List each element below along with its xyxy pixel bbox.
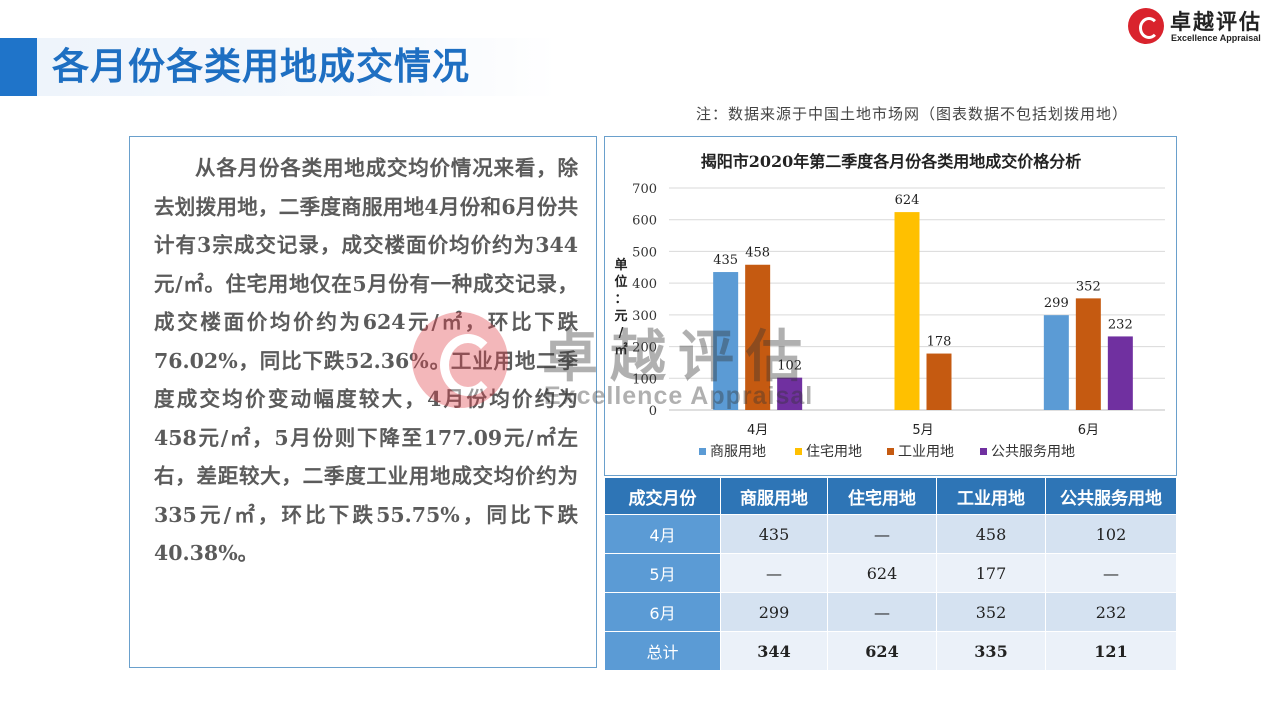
table-cell: 352 <box>936 592 1046 632</box>
title-accent-bar <box>0 38 37 96</box>
bar <box>1107 336 1133 410</box>
company-logo: 卓越评估 Excellence Appraisal <box>1128 6 1278 46</box>
table-row-label: 6月 <box>604 592 721 632</box>
bar <box>926 353 952 410</box>
y-tick-label: 500 <box>632 245 657 260</box>
y-axis-label: ： <box>614 292 627 307</box>
data-label: 232 <box>1108 317 1133 332</box>
chart-title: 揭阳市2020年第二季度各月份各类用地成交价格分析 <box>701 152 1082 171</box>
title-background <box>37 38 557 96</box>
legend-label: 住宅用地 <box>806 444 862 460</box>
legend-label: 商服用地 <box>710 444 766 460</box>
y-tick-label: 200 <box>632 341 657 356</box>
data-label: 352 <box>1076 279 1101 294</box>
data-label: 624 <box>895 193 920 208</box>
table-cell: 102 <box>1045 514 1177 554</box>
table-cell: 299 <box>720 592 828 632</box>
table-cell: — <box>827 592 937 632</box>
data-label: 299 <box>1044 296 1069 311</box>
y-tick-label: 0 <box>649 404 657 419</box>
table-cell: 335 <box>936 631 1046 671</box>
table-header-cell: 成交月份 <box>604 477 721 515</box>
table-cell: 435 <box>720 514 828 554</box>
x-tick-label: 6月 <box>1078 423 1099 438</box>
x-tick-label: 5月 <box>912 423 933 438</box>
chart-svg: 揭阳市2020年第二季度各月份各类用地成交价格分析 0 100 200 300 400 50… <box>614 152 1165 460</box>
bar <box>745 264 771 410</box>
table-row: 4月 435 — 458 102 <box>604 514 1177 554</box>
y-tick-label: 700 <box>632 182 657 197</box>
bar <box>894 212 920 410</box>
table-row-label: 5月 <box>604 553 721 593</box>
y-tick-label: 400 <box>632 277 657 292</box>
table-cell: — <box>1045 553 1177 593</box>
y-tick-label: 600 <box>632 214 657 229</box>
table-header-cell: 工业用地 <box>936 477 1046 515</box>
table-cell: 121 <box>1045 631 1177 671</box>
data-label: 435 <box>713 253 738 268</box>
x-tick-label: 4月 <box>747 423 768 438</box>
table-row-label: 4月 <box>604 514 721 554</box>
y-axis-label: 元 <box>614 309 627 324</box>
table-cell: 624 <box>827 631 937 671</box>
table-cell: 624 <box>827 553 937 593</box>
legend-swatch <box>795 448 802 455</box>
y-axis-label: / <box>619 326 624 341</box>
y-axis-label: ㎡ <box>614 342 627 358</box>
data-label: 178 <box>927 335 952 350</box>
y-tick-label: 300 <box>632 309 657 324</box>
legend-label: 公共服务用地 <box>991 444 1075 460</box>
table-total-row: 总计 344 624 335 121 <box>604 631 1177 671</box>
table-header-row: 成交月份 商服用地 住宅用地 工业用地 公共服务用地 <box>604 477 1177 515</box>
table-cell: 458 <box>936 514 1046 554</box>
price-chart: 揭阳市2020年第二季度各月份各类用地成交价格分析 0 100 200 300 400 50… <box>604 136 1177 476</box>
table-header-cell: 住宅用地 <box>827 477 937 515</box>
table-row: 6月 299 — 352 232 <box>604 592 1177 632</box>
table-cell: 177 <box>936 553 1046 593</box>
logo-text-en: Excellence Appraisal <box>1171 33 1261 43</box>
table-header-cell: 商服用地 <box>720 477 828 515</box>
table-header-cell: 公共服务用地 <box>1045 477 1177 515</box>
logo-text-cn: 卓越评估 <box>1170 10 1262 34</box>
table-row: 5月 — 624 177 — <box>604 553 1177 593</box>
legend-swatch <box>980 448 987 455</box>
logo-mark-icon <box>1128 8 1164 44</box>
legend-swatch <box>699 448 706 455</box>
price-table: 成交月份 商服用地 住宅用地 工业用地 公共服务用地 4月 435 — 458 … <box>604 477 1177 671</box>
legend-label: 工业用地 <box>898 444 954 460</box>
bar <box>713 272 739 410</box>
analysis-text-box: 从各月份各类用地成交均价情况来看，除去划拨用地，二季度商服用地4月份和6月份共计… <box>129 136 597 668</box>
y-tick-label: 100 <box>632 372 657 387</box>
table-cell: — <box>827 514 937 554</box>
analysis-paragraph: 从各月份各类用地成交均价情况来看，除去划拨用地，二季度商服用地4月份和6月份共计… <box>154 156 578 565</box>
table-cell: — <box>720 553 828 593</box>
table-cell: 344 <box>720 631 828 671</box>
y-axis-label: 单 <box>614 257 627 273</box>
source-note: 注：数据来源于中国土地市场网（图表数据不包括划拨用地） <box>696 105 1129 123</box>
table-row-label: 总计 <box>604 631 721 671</box>
bar <box>777 377 803 410</box>
data-label: 458 <box>745 246 770 261</box>
y-axis-label: 位 <box>614 274 627 290</box>
bar <box>1043 315 1069 410</box>
table-cell: 232 <box>1045 592 1177 632</box>
data-label: 102 <box>777 359 802 374</box>
legend-swatch <box>887 448 894 455</box>
bar <box>1075 298 1101 410</box>
page-title: 各月份各类用地成交情况 <box>52 45 470 88</box>
